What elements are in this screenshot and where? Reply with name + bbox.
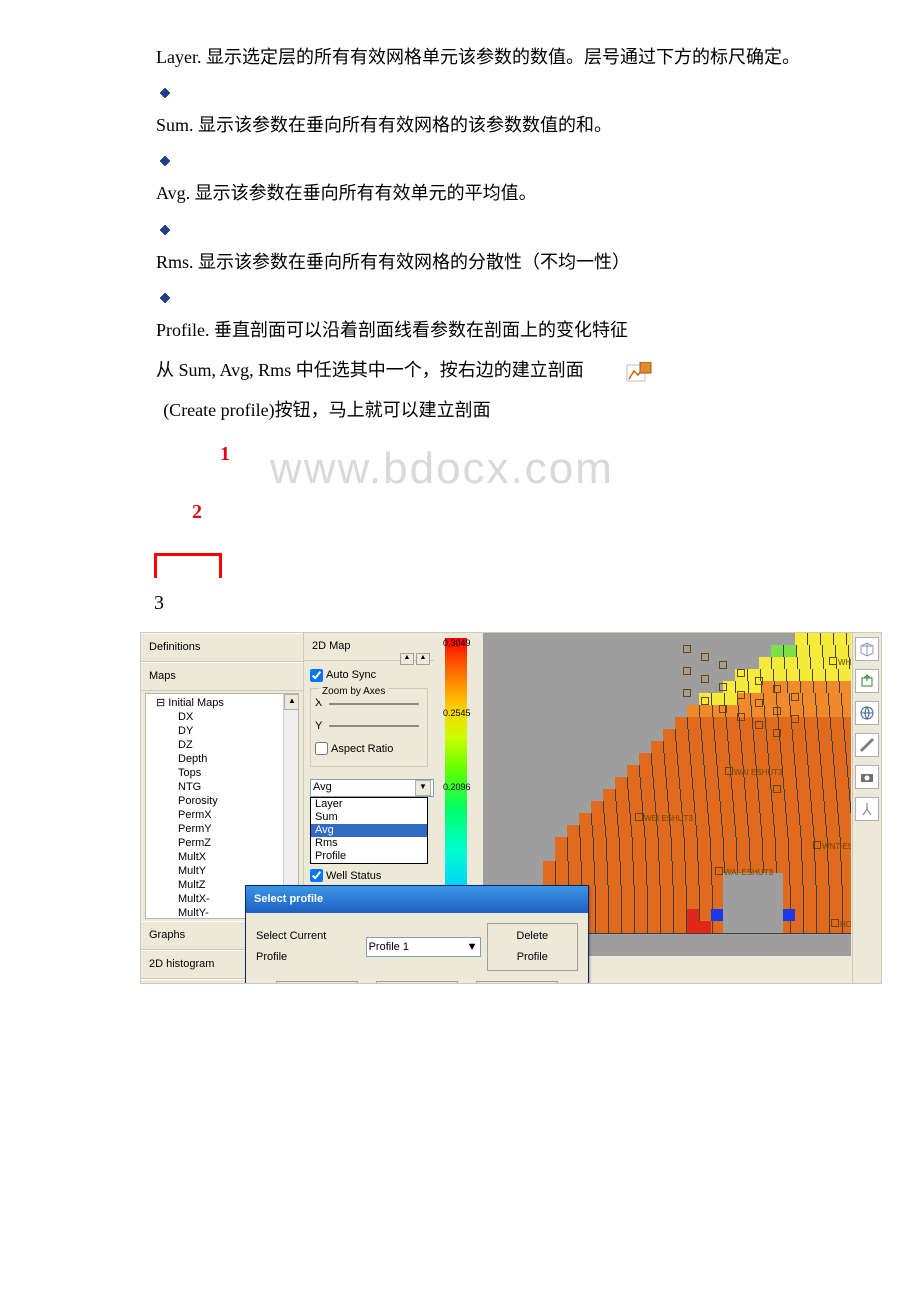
legend-label: 0.2096 <box>443 779 471 796</box>
aspect-checkbox[interactable]: Aspect Ratio <box>315 739 423 760</box>
panel-maps[interactable]: Maps <box>141 662 303 691</box>
dropdown-item[interactable]: Sum <box>311 811 427 824</box>
legend-label: 0.3049 <box>443 635 471 652</box>
y-label: Y <box>315 716 325 737</box>
spin-up-icon[interactable]: ▲ <box>400 653 414 665</box>
well-marker: WAI ESHUT3 <box>725 765 783 780</box>
delete-profile-button[interactable]: Delete Profile <box>487 923 578 971</box>
tree-root[interactable]: ⊟ Initial Maps <box>150 696 290 710</box>
marker-1: 1 <box>220 435 230 473</box>
tree-item[interactable]: MultX <box>150 850 290 864</box>
well-marker <box>773 783 782 798</box>
cube-icon[interactable] <box>855 637 879 661</box>
tree-item[interactable]: DZ <box>150 738 290 752</box>
para-rms: Rms. 显示该参数在垂向所有有效网格的分散性（不均一性） <box>120 245 840 279</box>
well-marker: WHS-E4 <box>829 655 851 670</box>
tree-item[interactable]: PermZ <box>150 836 290 850</box>
para-layer: Layer. 显示选定层的所有有效网格单元该参数的数值。层号通过下方的标尺确定。 <box>120 40 840 74</box>
tree-item[interactable]: NTG <box>150 780 290 794</box>
spin-up-icon[interactable]: ▲ <box>416 653 430 665</box>
dropdown-item[interactable]: Profile <box>311 850 427 863</box>
dialog-label: Select Current Profile <box>256 926 360 968</box>
dropdown-item[interactable]: Rms <box>311 837 427 850</box>
para-from: 从 Sum, Avg, Rms 中任选其中一个，按右边的建立剖面 <box>120 353 840 387</box>
select-profile-dialog: Select profile Select Current Profile Pr… <box>245 885 589 984</box>
zoom-y-slider[interactable]: Y <box>315 716 423 737</box>
tree-item[interactable]: DX <box>150 710 290 724</box>
dropdown-item[interactable]: Layer <box>311 798 427 811</box>
para-from-text1: 从 Sum, Avg, Rms 中任选其中一个，按右边的建立剖面 <box>156 360 584 380</box>
well-marker: WAI-ESHUT3 <box>715 865 773 880</box>
bullet-icon <box>160 225 170 235</box>
wellstatus-checkbox[interactable]: Well Status <box>310 866 428 887</box>
cancel-button[interactable]: Cancel <box>376 981 458 984</box>
zoom-group-title: Zoom by Axes <box>319 682 388 701</box>
combo-value: Avg <box>313 777 332 798</box>
globe-icon[interactable] <box>855 701 879 725</box>
tree-item[interactable]: PermX <box>150 808 290 822</box>
tree-item[interactable]: Tops <box>150 766 290 780</box>
apply-button[interactable]: Apply <box>476 981 558 984</box>
panel-definitions[interactable]: Definitions <box>141 633 303 662</box>
dialog-title: Select profile <box>246 886 588 913</box>
dropdown-item-selected[interactable]: Avg <box>311 824 427 837</box>
export-icon[interactable] <box>855 669 879 693</box>
well-marker: WEI ESHUT3 <box>635 811 693 826</box>
chevron-down-icon[interactable]: ▼ <box>415 780 431 796</box>
marker-3: 3 <box>154 584 840 622</box>
chevron-down-icon[interactable]: ▼ <box>467 937 478 958</box>
mode-dropdown[interactable]: Layer Sum Avg Rms Profile <box>310 797 428 864</box>
ruler-icon[interactable] <box>855 733 879 757</box>
profile-select[interactable]: Profile 1 ▼ <box>366 937 481 957</box>
red-bracket <box>154 553 222 578</box>
tree-item[interactable]: DY <box>150 724 290 738</box>
tree-item[interactable]: PermY <box>150 822 290 836</box>
profile-select-value: Profile 1 <box>369 937 409 958</box>
well-marker: HORW2-ESHU <box>831 917 851 932</box>
para-profile: Profile. 垂直剖面可以沿着剖面线看参数在剖面上的变化特征 <box>120 313 840 347</box>
para-avg: Avg. 显示该参数在垂向所有有效单元的平均值。 <box>120 176 840 210</box>
tree-item[interactable]: MultY <box>150 864 290 878</box>
watermark: www.bdocx.com <box>270 427 614 511</box>
bullet-icon <box>160 88 170 98</box>
tree-item[interactable]: Porosity <box>150 794 290 808</box>
legend-label: 0.2545 <box>443 705 471 722</box>
para-from2: (Create profile)按钮，马上就可以建立剖面 <box>120 393 840 427</box>
create-profile-icon <box>590 361 616 383</box>
para-sum: Sum. 显示该参数在垂向所有有效网格的该参数数值的和。 <box>120 108 840 142</box>
right-toolbar <box>852 633 881 984</box>
bullet-icon <box>160 293 170 303</box>
tree-item[interactable]: Depth <box>150 752 290 766</box>
app-screenshot: Definitions Maps ⊟ Initial Maps DX DY DZ… <box>140 632 882 984</box>
stand-icon[interactable] <box>855 797 879 821</box>
camera-icon[interactable] <box>855 765 879 789</box>
bullet-icon <box>160 156 170 166</box>
zoom-group: Zoom by Axes X Y Aspect Ratio <box>310 688 428 767</box>
mode-combo[interactable]: Avg ▼ <box>310 779 434 797</box>
ok-button[interactable]: OK <box>276 981 358 984</box>
well-marker: WN7-ESHU <box>813 839 851 854</box>
scroll-up-icon[interactable]: ▲ <box>284 694 299 710</box>
